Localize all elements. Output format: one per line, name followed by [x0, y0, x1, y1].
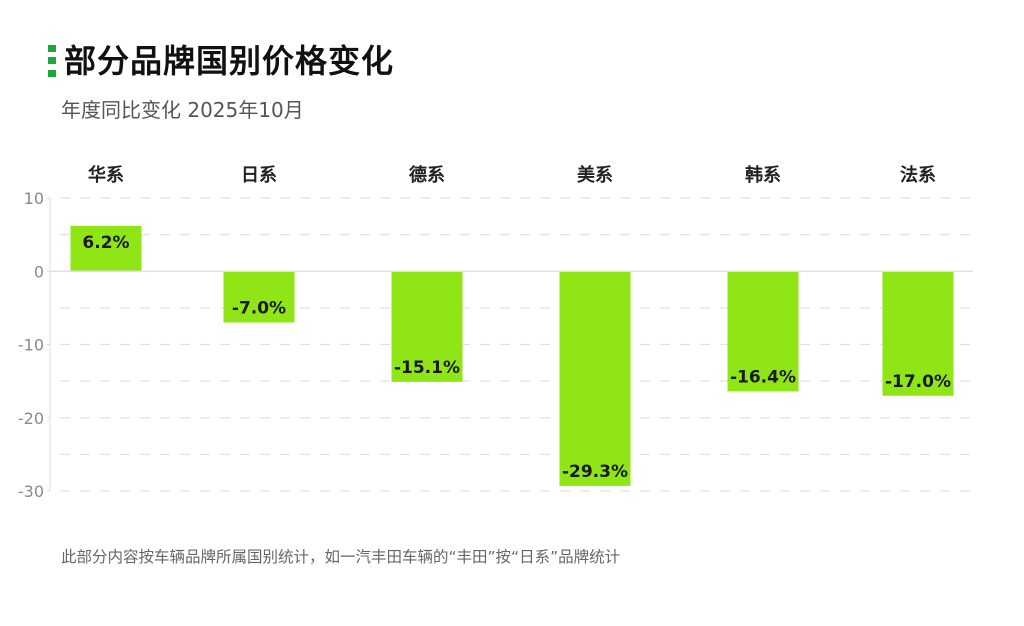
category-label: 日系 — [241, 165, 277, 186]
bar-德系 — [391, 271, 463, 382]
bar-日系 — [223, 271, 295, 323]
y-tick-label: -30 — [18, 482, 44, 501]
page-subtitle: 年度同比变化 2025年10月 — [61, 98, 304, 122]
data-label: -15.1% — [394, 358, 460, 378]
page-title: 部分品牌国别价格变化 — [64, 42, 395, 80]
category-label: 法系 — [900, 164, 936, 186]
y-tick-label: 10 — [24, 189, 44, 208]
data-label: -7.0% — [232, 299, 286, 319]
bar-华系 — [70, 225, 142, 272]
category-label: 德系 — [409, 164, 445, 186]
category-label: 华系 — [88, 164, 124, 186]
bar-法系 — [882, 271, 954, 396]
category-label: 美系 — [577, 164, 613, 186]
data-label: -29.3% — [562, 462, 628, 482]
footnote: 此部分内容按车辆品牌所属国别统计，如一汽丰田车辆的“丰田”按“日系”品牌统计 — [61, 548, 621, 566]
bar-韩系 — [727, 271, 799, 392]
category-label: 韩系 — [745, 164, 781, 186]
data-label: -17.0% — [885, 372, 951, 392]
y-tick-label: -10 — [18, 336, 44, 355]
data-label: 6.2% — [82, 233, 129, 253]
y-tick-label: -20 — [18, 409, 44, 428]
bar-美系 — [559, 271, 631, 486]
title-accent-icon — [48, 45, 56, 77]
data-label: -16.4% — [730, 367, 796, 387]
y-tick-label: 0 — [34, 262, 44, 281]
